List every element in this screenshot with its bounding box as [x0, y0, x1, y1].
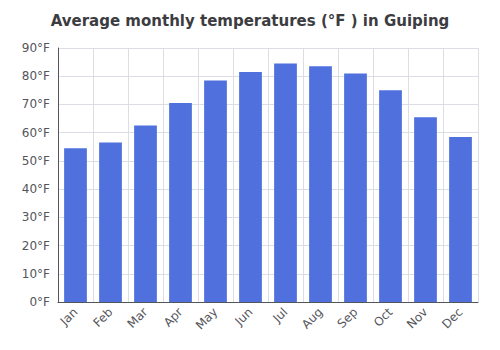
- svg-text:Average monthly temperatures (: Average monthly temperatures (°F ) in Gu…: [51, 12, 450, 30]
- svg-text:60°F: 60°F: [22, 126, 50, 140]
- svg-text:Apr: Apr: [161, 305, 186, 330]
- svg-text:May: May: [193, 305, 220, 332]
- svg-text:70°F: 70°F: [22, 97, 50, 111]
- svg-text:20°F: 20°F: [22, 239, 50, 253]
- svg-text:Dec: Dec: [439, 305, 465, 331]
- svg-text:80°F: 80°F: [22, 69, 50, 83]
- svg-text:30°F: 30°F: [22, 210, 50, 224]
- svg-text:Jun: Jun: [232, 305, 256, 329]
- svg-text:10°F: 10°F: [22, 267, 50, 281]
- svg-text:90°F: 90°F: [22, 41, 50, 55]
- svg-text:Aug: Aug: [299, 305, 325, 331]
- svg-text:Mar: Mar: [125, 305, 151, 331]
- svg-text:Oct: Oct: [371, 305, 396, 330]
- svg-text:50°F: 50°F: [22, 154, 50, 168]
- svg-text:Feb: Feb: [91, 305, 116, 330]
- svg-text:Sep: Sep: [335, 305, 361, 331]
- svg-text:40°F: 40°F: [22, 182, 50, 196]
- svg-text:Jan: Jan: [57, 305, 81, 329]
- svg-text:Jul: Jul: [270, 305, 291, 326]
- svg-text:0°F: 0°F: [29, 295, 50, 309]
- svg-text:Nov: Nov: [404, 305, 430, 331]
